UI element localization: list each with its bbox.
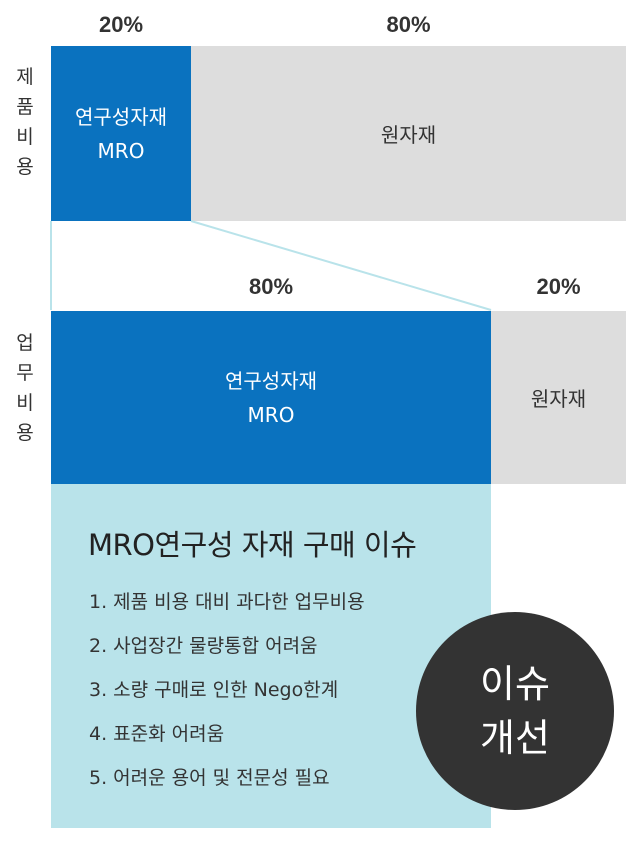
operating-cost-vertical-label: 업 무 비 용 [10,328,40,448]
issue-item: 4. 표준화 어려움 [89,723,225,745]
issues-list: 1. 제품 비용 대비 과다한 업무비용 2. 사업장간 물량통합 어려움 3.… [89,580,365,800]
operating-raw-material-box: 원자재 [491,311,626,484]
product-raw-material-box: 원자재 [191,46,626,221]
mro-box-line1: 연구성자재 [225,368,317,393]
product-cost-vertical-label: 제 품 비 용 [10,62,40,182]
label-char: 품 [16,96,34,118]
connector-right-line [190,220,492,311]
label-char: 비 [16,126,34,148]
label-char: 용 [16,156,34,178]
operating-gray-percent: 20% [536,274,581,299]
issue-item: 2. 사업장간 물량통합 어려움 [89,635,318,657]
product-mro-box: 연구성자재 MRO [51,46,191,221]
issue-improvement-badge: 이슈 개선 [416,612,614,810]
product-blue-percent: 20% [98,12,144,37]
label-char: 업 [16,332,34,354]
label-char: 무 [16,362,34,384]
badge-line2: 개선 [480,716,550,760]
issue-item: 1. 제품 비용 대비 과다한 업무비용 [89,591,365,613]
label-char: 제 [16,66,34,88]
operating-blue-percent: 80% [248,274,294,299]
mro-box-line1: 연구성자재 [75,104,167,129]
raw-material-label: 원자재 [530,387,587,411]
product-gray-percent: 80% [386,12,431,37]
issues-title: MRO연구성 자재 구매 이슈 [88,528,417,562]
operating-mro-box: 연구성자재 MRO [51,311,491,484]
mro-box-line2: MRO [247,402,295,427]
label-char: 비 [16,392,34,414]
badge-line1: 이슈 [480,662,550,706]
issues-panel: MRO연구성 자재 구매 이슈 1. 제품 비용 대비 과다한 업무비용 2. … [51,484,491,828]
issue-item: 5. 어려운 용어 및 전문성 필요 [89,767,330,789]
raw-material-label: 원자재 [380,123,437,147]
label-char: 용 [16,422,34,444]
issue-item: 3. 소량 구매로 인한 Nego한계 [89,679,339,701]
mro-box-line2: MRO [97,138,145,163]
